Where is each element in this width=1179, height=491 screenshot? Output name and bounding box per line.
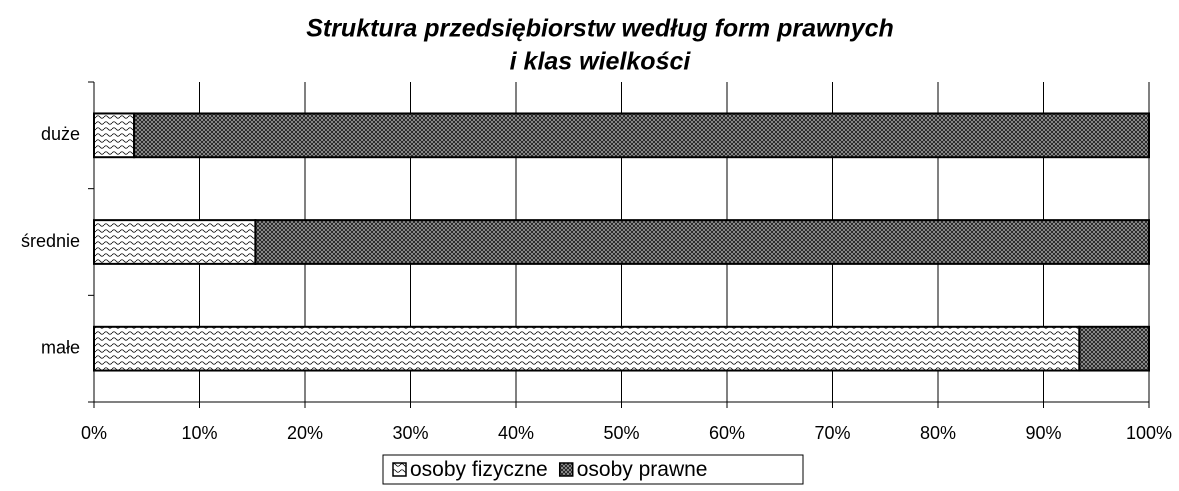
- y-tick-label: średnie: [21, 231, 80, 251]
- chart-title: i klas wielkości: [510, 48, 692, 76]
- x-tick-label: 40%: [498, 423, 534, 443]
- bar-segment: [93, 219, 257, 265]
- x-tick-label: 20%: [287, 423, 323, 443]
- y-tick-label: duże: [41, 124, 80, 144]
- y-tick-label: małe: [41, 337, 80, 357]
- x-tick-label: 70%: [814, 423, 850, 443]
- bar-segment: [93, 325, 1081, 372]
- legend-swatch: [558, 462, 574, 477]
- x-tick-label: 80%: [920, 423, 956, 443]
- legend-label: osoby fizyczne: [410, 458, 548, 481]
- legend-swatch: [392, 462, 407, 477]
- bar-segment: [133, 112, 1150, 159]
- legend-box: [382, 454, 804, 485]
- bar-segment: [93, 112, 136, 159]
- x-tick-label: 30%: [392, 423, 428, 443]
- bar-segment: [1078, 325, 1150, 372]
- x-tick-label: 90%: [1025, 423, 1061, 443]
- bar-segment: [254, 219, 1151, 265]
- x-tick-label: 10%: [181, 423, 217, 443]
- legend-label: osoby prawne: [577, 458, 708, 481]
- chart-title: Struktura przedsiębiorstw według form pr…: [306, 15, 894, 43]
- x-tick-label: 0%: [81, 423, 107, 443]
- x-tick-label: 60%: [709, 423, 745, 443]
- x-tick-label: 100%: [1126, 423, 1172, 443]
- x-tick-label: 50%: [603, 423, 639, 443]
